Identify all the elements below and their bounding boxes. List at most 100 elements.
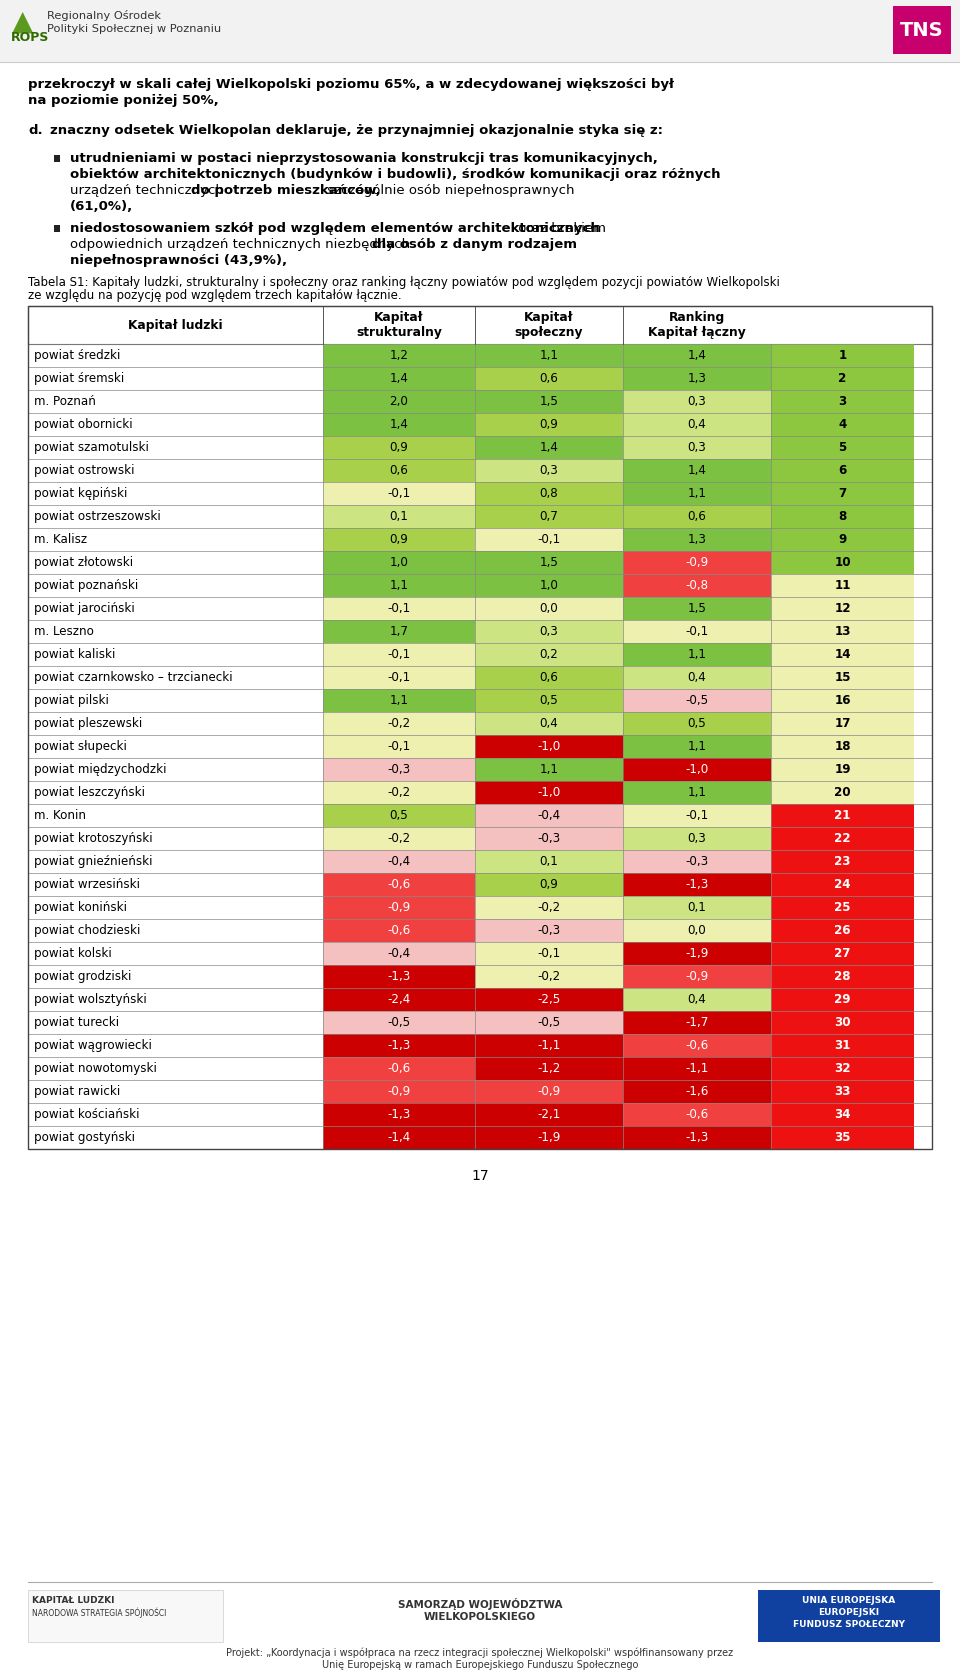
Bar	[771, 873, 914, 896]
Bar	[323, 1126, 475, 1149]
Text: -0,6: -0,6	[388, 878, 411, 891]
Bar	[771, 596, 914, 620]
Bar	[771, 1104, 914, 1126]
Bar	[475, 688, 623, 712]
Bar	[475, 575, 623, 596]
Bar	[28, 1012, 932, 1033]
Bar	[623, 988, 771, 1012]
Bar	[771, 551, 914, 575]
Text: -0,9: -0,9	[685, 970, 708, 983]
Bar	[771, 849, 914, 873]
Text: 0,1: 0,1	[540, 854, 559, 868]
Text: utrudnieniami w postaci nieprzystosowania konstrukcji tras komunikacyjnych,: utrudnieniami w postaci nieprzystosowani…	[70, 152, 658, 166]
Text: 0,3: 0,3	[540, 464, 559, 477]
Text: 2: 2	[838, 372, 847, 385]
Bar	[475, 436, 623, 459]
Text: -0,1: -0,1	[388, 487, 411, 501]
Text: 1,4: 1,4	[390, 372, 408, 385]
Bar	[28, 667, 932, 688]
Bar	[28, 849, 932, 873]
Text: 0,5: 0,5	[390, 809, 408, 822]
Text: 27: 27	[834, 946, 851, 960]
Text: odpowiednich urządzeń technicznych niezbędnych: odpowiednich urządzeń technicznych niezb…	[70, 238, 415, 251]
Text: powiat krotoszyński: powiat krotoszyński	[34, 832, 153, 844]
Text: przekroczył w skali całej Wielkopolski poziomu 65%, a w zdecydowanej większości : przekroczył w skali całej Wielkopolski p…	[28, 79, 674, 90]
Text: -0,2: -0,2	[388, 786, 411, 799]
Text: powiat kaliski: powiat kaliski	[34, 648, 115, 662]
Text: -0,3: -0,3	[388, 764, 411, 776]
Text: 0,7: 0,7	[540, 509, 559, 523]
Text: powiat grodziski: powiat grodziski	[34, 970, 132, 983]
Text: -0,2: -0,2	[388, 717, 411, 730]
Text: -0,6: -0,6	[388, 925, 411, 936]
Bar	[28, 436, 932, 459]
Bar	[323, 551, 475, 575]
Text: powiat chodzieski: powiat chodzieski	[34, 925, 140, 936]
Text: 1,3: 1,3	[687, 372, 707, 385]
Bar	[28, 504, 932, 528]
Text: KAPITAŁ LUDZKI: KAPITAŁ LUDZKI	[32, 1596, 114, 1605]
Bar	[28, 1590, 223, 1641]
Text: WIELKOPOLSKIEGO: WIELKOPOLSKIEGO	[424, 1611, 536, 1621]
Text: 0,3: 0,3	[540, 625, 559, 638]
Bar	[54, 156, 60, 162]
Text: 31: 31	[834, 1038, 851, 1052]
Bar	[771, 988, 914, 1012]
Text: 19: 19	[834, 764, 851, 776]
Text: 0,6: 0,6	[540, 372, 559, 385]
Bar	[771, 712, 914, 735]
Bar	[28, 390, 932, 414]
Bar	[771, 620, 914, 643]
Bar	[771, 436, 914, 459]
Text: niepełnosprawności (43,9%),: niepełnosprawności (43,9%),	[70, 255, 287, 266]
Text: -0,6: -0,6	[388, 1062, 411, 1075]
Text: -1,9: -1,9	[685, 946, 708, 960]
Bar	[28, 988, 932, 1012]
Text: powiat kępiński: powiat kępiński	[34, 487, 128, 501]
Bar	[623, 804, 771, 827]
Bar	[771, 667, 914, 688]
Text: -0,2: -0,2	[538, 901, 561, 915]
Text: powiat pilski: powiat pilski	[34, 693, 108, 707]
Text: -1,2: -1,2	[538, 1062, 561, 1075]
Bar	[28, 759, 932, 781]
Bar	[475, 873, 623, 896]
Bar	[623, 896, 771, 920]
Text: 13: 13	[834, 625, 851, 638]
Text: powiat kolski: powiat kolski	[34, 946, 111, 960]
Bar	[323, 688, 475, 712]
Text: 1,0: 1,0	[540, 580, 559, 591]
Bar	[54, 224, 60, 233]
Bar	[475, 482, 623, 504]
Bar	[323, 1104, 475, 1126]
Text: powiat gostyński: powiat gostyński	[34, 1131, 135, 1144]
Bar	[323, 504, 475, 528]
Text: powiat koniński: powiat koniński	[34, 901, 127, 915]
Text: 0,8: 0,8	[540, 487, 559, 501]
Text: -1,0: -1,0	[685, 764, 708, 776]
Bar	[323, 667, 475, 688]
Bar	[623, 827, 771, 849]
Bar	[623, 941, 771, 965]
Text: urządzeń technicznych: urządzeń technicznych	[70, 184, 228, 198]
Bar	[623, 551, 771, 575]
Bar	[323, 941, 475, 965]
Text: -0,1: -0,1	[538, 946, 561, 960]
Text: 1,1: 1,1	[687, 786, 707, 799]
Text: 1,4: 1,4	[390, 419, 408, 430]
Text: m. Kalisz: m. Kalisz	[34, 533, 87, 546]
Text: 1,5: 1,5	[687, 601, 707, 615]
Text: powiat turecki: powiat turecki	[34, 1017, 119, 1028]
Text: Projekt: „Koordynacja i współpraca na rzecz integracji społecznej Wielkopolski" : Projekt: „Koordynacja i współpraca na rz…	[227, 1648, 733, 1658]
Bar	[475, 965, 623, 988]
Bar	[475, 643, 623, 667]
Text: 0,4: 0,4	[687, 993, 707, 1007]
Bar	[475, 941, 623, 965]
Text: 0,6: 0,6	[540, 672, 559, 683]
Text: -2,1: -2,1	[538, 1107, 561, 1121]
Bar	[771, 896, 914, 920]
Text: 1,1: 1,1	[390, 580, 409, 591]
Bar	[323, 735, 475, 759]
Text: -0,4: -0,4	[388, 854, 411, 868]
Text: -0,3: -0,3	[538, 925, 561, 936]
